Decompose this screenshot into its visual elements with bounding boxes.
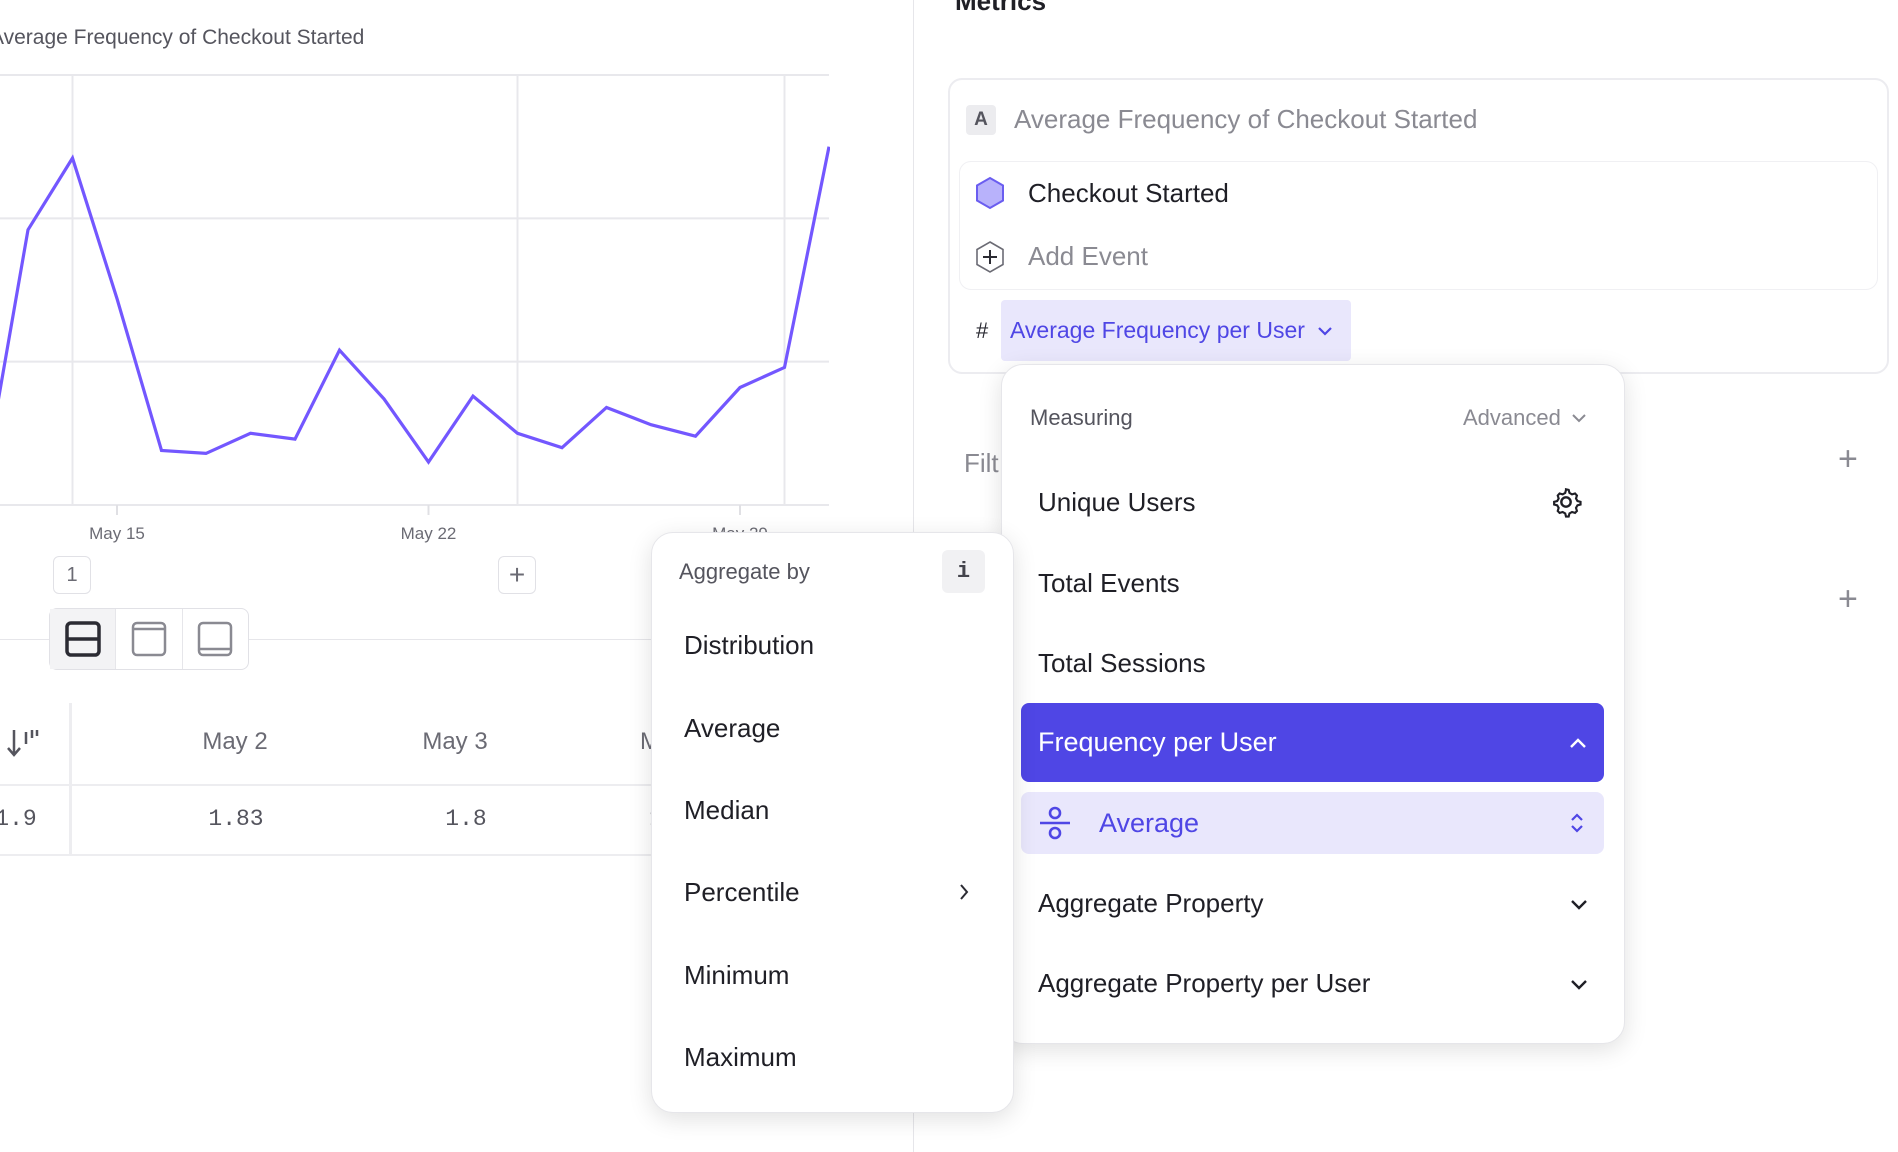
updown-chevron-icon (1571, 813, 1583, 833)
aggregate-by-menu (651, 532, 1014, 1113)
aggregation-label: Average (1099, 807, 1200, 838)
column-divider (69, 703, 72, 855)
chevron-down-icon (1318, 326, 1332, 336)
table-cell: 1.83 (208, 806, 264, 832)
aggregate-item-median[interactable]: Median (684, 795, 770, 825)
gear-icon[interactable] (1550, 486, 1582, 518)
menu-item-label: Frequency per User (1038, 727, 1277, 757)
column-header[interactable]: May 2 (202, 728, 268, 755)
add-button[interactable]: + (498, 556, 536, 594)
add-filter-icon[interactable]: + (1838, 440, 1858, 478)
aggregate-item-distribution[interactable]: Distribution (684, 630, 815, 660)
event-box (959, 161, 1878, 290)
measure-label: Average Frequency per User (1010, 317, 1305, 343)
table-cell: 1.9 (0, 806, 37, 832)
aggregate-item-minimum[interactable]: Minimum (684, 960, 790, 990)
chevron-down-icon (1571, 900, 1587, 910)
info-button[interactable]: i (942, 550, 985, 593)
aggregate-item-maximum[interactable]: Maximum (684, 1042, 797, 1072)
aggregate-item-average[interactable]: Average (684, 713, 781, 743)
layout-split-button[interactable] (50, 609, 117, 669)
sort-icon[interactable] (6, 726, 40, 760)
metric-title[interactable]: Average Frequency of Checkout Started (1014, 104, 1478, 134)
measure-dropdown[interactable]: Average Frequency per User (1001, 300, 1351, 361)
advanced-label: Advanced (1463, 405, 1561, 430)
x-tick-label: May 22 (401, 524, 457, 543)
chart-title: Average Frequency of Checkout Started (0, 26, 365, 49)
table-layout-icon (198, 621, 233, 657)
add-breakdown-icon[interactable]: + (1838, 580, 1858, 618)
divider (0, 639, 49, 640)
aggregate-item-percentile[interactable]: Percentile (684, 877, 800, 907)
menu-header: Aggregate by (679, 559, 810, 584)
menu-header: Measuring (1030, 405, 1133, 430)
page-number-button[interactable]: 1 (53, 556, 91, 594)
filter-label: Filt (964, 448, 999, 478)
menu-item-aggregate-property-per-user[interactable]: Aggregate Property per User (1038, 968, 1371, 998)
event-hexagon-icon (976, 176, 1004, 210)
menu-item-total-events[interactable]: Total Events (1038, 568, 1180, 598)
row-divider (0, 784, 700, 786)
menu-item-frequency-per-user[interactable]: Frequency per User (1021, 703, 1604, 782)
divide-icon (1040, 806, 1070, 840)
chevron-right-icon (960, 884, 969, 900)
layout-toggle (49, 608, 249, 670)
menu-item-aggregate-property[interactable]: Aggregate Property (1038, 888, 1264, 918)
chevron-down-icon (1571, 980, 1587, 990)
x-tick-label: May 15 (89, 524, 145, 543)
series-line (0, 146, 830, 465)
menu-item-total-sessions[interactable]: Total Sessions (1038, 648, 1206, 678)
chevron-up-icon (1570, 737, 1586, 748)
metric-badge: A (966, 105, 996, 135)
frequency-aggregation-select[interactable]: Average (1021, 792, 1604, 854)
add-event-icon[interactable] (974, 240, 1006, 274)
table-cell: 1.8 (445, 806, 487, 832)
chevron-down-icon (1572, 414, 1586, 423)
chart-layout-icon (131, 621, 167, 657)
menu-item-unique-users[interactable]: Unique Users (1038, 487, 1196, 517)
split-layout-icon (64, 621, 101, 657)
layout-chart-button[interactable] (116, 609, 183, 669)
section-title: Metrics (955, 0, 1047, 16)
divider (249, 639, 669, 640)
advanced-dropdown[interactable]: Advanced (1463, 405, 1587, 431)
row-divider (0, 854, 700, 856)
layout-table-button[interactable] (183, 609, 248, 669)
hash-icon: # (976, 318, 989, 343)
add-event-button[interactable]: Add Event (1028, 241, 1148, 271)
column-header[interactable]: May 3 (422, 728, 488, 755)
event-name[interactable]: Checkout Started (1028, 178, 1229, 208)
